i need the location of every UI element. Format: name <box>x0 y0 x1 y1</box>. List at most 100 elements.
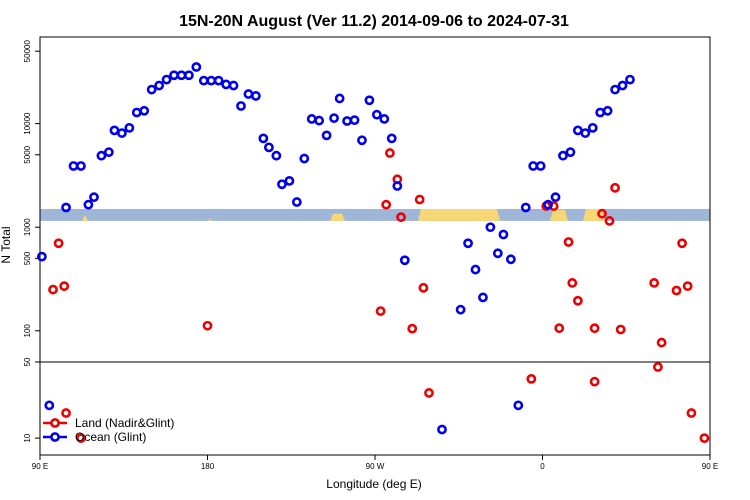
data-point-1-20 <box>191 62 202 72</box>
data-point-1-64 <box>550 192 561 203</box>
data-point-1-34 <box>291 197 302 207</box>
data-point-1-6 <box>89 192 99 203</box>
legend-label-0: Land (Nadir&Glint) <box>75 416 174 430</box>
data-point-1-60 <box>520 202 531 213</box>
x-tick-label-3: 0 <box>540 462 545 471</box>
data-point-0-12 <box>414 194 425 205</box>
data-point-1-37 <box>314 115 325 126</box>
data-point-1-5 <box>83 199 94 210</box>
data-point-1-54 <box>478 292 488 303</box>
data-point-1-30 <box>264 142 274 153</box>
y-tick-label-upper-5: 50000 <box>23 40 32 63</box>
data-point-0-17 <box>548 201 559 211</box>
data-point-0-14 <box>424 388 434 398</box>
data-point-0-5 <box>202 320 213 331</box>
x-axis-label: Longitude (deg E) <box>326 477 421 491</box>
data-point-1-58 <box>505 254 516 265</box>
y-tick-label-upper-1: 500 <box>23 251 32 265</box>
data-point-1-31 <box>271 150 282 161</box>
y-tick-label-upper-0: 100 <box>23 324 32 338</box>
data-point-1-71 <box>602 105 613 116</box>
data-point-0-3 <box>61 408 71 418</box>
data-point-0-26 <box>610 182 620 193</box>
data-point-0-35 <box>699 433 710 444</box>
data-point-1-26 <box>236 101 246 111</box>
data-point-1-11 <box>124 122 135 133</box>
data-point-1-62 <box>535 161 546 171</box>
data-point-0-7 <box>381 199 392 210</box>
data-point-1-2 <box>61 202 71 213</box>
data-point-1-25 <box>228 80 239 91</box>
series-layer <box>36 62 710 444</box>
data-point-1-69 <box>587 122 598 133</box>
data-point-0-29 <box>652 362 663 372</box>
data-point-1-73 <box>617 80 628 91</box>
data-point-1-44 <box>364 95 375 106</box>
data-point-1-38 <box>321 130 332 141</box>
data-point-1-53 <box>470 264 481 275</box>
data-point-1-4 <box>76 161 86 171</box>
data-point-1-43 <box>357 135 367 146</box>
data-point-0-27 <box>615 324 626 335</box>
data-point-0-28 <box>649 278 660 288</box>
map-land-0 <box>82 214 88 221</box>
data-point-0-15 <box>526 373 537 384</box>
data-point-0-13 <box>418 282 429 293</box>
data-point-0-6 <box>375 306 386 316</box>
y-axis-label: N Total <box>0 226 13 263</box>
map-strip <box>40 208 710 221</box>
data-point-1-13 <box>139 105 150 116</box>
data-point-1-51 <box>455 304 466 315</box>
data-point-1-33 <box>284 175 295 186</box>
data-point-1-42 <box>349 115 360 126</box>
data-point-0-0 <box>48 284 58 295</box>
data-point-1-66 <box>565 147 576 158</box>
data-point-0-11 <box>407 323 418 334</box>
map-land-3 <box>418 208 500 221</box>
data-point-1-1 <box>44 400 55 411</box>
data-point-1-8 <box>103 147 114 158</box>
data-point-1-23 <box>213 75 224 86</box>
data-point-1-49 <box>399 255 410 266</box>
data-point-0-21 <box>572 295 583 306</box>
data-point-1-48 <box>392 181 403 191</box>
legend-marker-1 <box>50 432 60 442</box>
y-tick-label-upper-4: 10000 <box>23 112 32 135</box>
map-land-1 <box>208 217 212 221</box>
x-tick-label-4: 90 E <box>702 462 718 471</box>
data-point-0-4 <box>76 433 86 444</box>
data-point-1-45 <box>371 109 382 120</box>
data-point-0-23 <box>589 376 600 387</box>
series-0 <box>48 148 710 444</box>
y-tick-label-upper-3: 5000 <box>23 145 32 163</box>
x-axis: 90 E 180 90 W 0 90 E <box>32 455 718 471</box>
map-strip-land <box>82 208 605 221</box>
data-point-1-14 <box>146 84 157 95</box>
x-tick-label-0: 90 E <box>32 462 48 471</box>
data-point-1-52 <box>463 238 473 249</box>
data-point-0-1 <box>53 238 64 249</box>
data-point-1-29 <box>258 133 269 144</box>
y-tick-label-lower-0: 10 <box>23 433 32 442</box>
data-point-1-46 <box>379 114 390 124</box>
data-point-1-47 <box>386 133 397 144</box>
data-point-1-16 <box>161 74 172 85</box>
y-tick-label-upper-2: 1000 <box>23 218 32 236</box>
data-point-0-19 <box>563 237 574 247</box>
data-point-1-19 <box>183 70 194 81</box>
data-point-0-24 <box>597 208 607 219</box>
data-point-0-25 <box>604 216 615 226</box>
data-point-0-10 <box>396 212 406 223</box>
data-point-0-2 <box>59 281 70 292</box>
data-point-1-55 <box>485 222 496 233</box>
data-point-0-8 <box>384 148 395 158</box>
data-point-1-65 <box>558 150 568 161</box>
data-point-1-40 <box>334 93 345 104</box>
data-point-1-57 <box>498 229 509 240</box>
data-point-0-30 <box>656 337 667 348</box>
data-point-0-18 <box>554 323 565 334</box>
x-tick-label-1: 180 <box>201 462 215 471</box>
legend: Land (Nadir&Glint)Ocean (Glint) <box>43 416 174 444</box>
data-point-1-10 <box>116 128 127 138</box>
